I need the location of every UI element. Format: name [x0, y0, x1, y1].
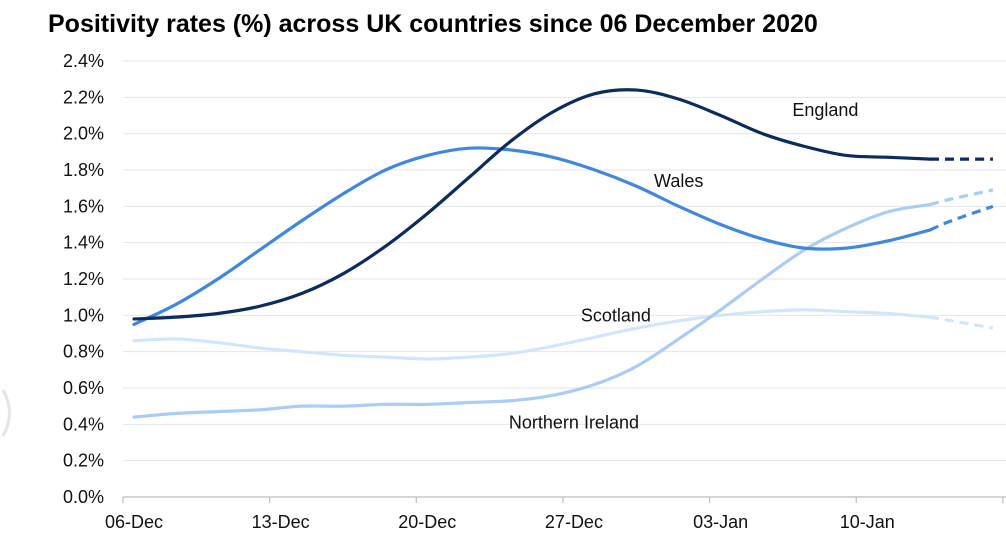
gridlines	[123, 60, 1006, 462]
series-label-scotland: Scotland	[581, 305, 651, 325]
series-line-dashed-scotland	[929, 315, 994, 330]
y-tick-label: 1.0%	[63, 305, 104, 325]
series-label-england: England	[792, 100, 858, 120]
series-line-england	[132, 88, 932, 321]
y-tick-label: 2.2%	[63, 87, 104, 107]
chart-title: Positivity rates (%) across UK countries…	[48, 10, 818, 38]
series-line-scotland	[132, 308, 932, 361]
y-tick-label: 0.8%	[63, 342, 104, 362]
y-tick-label: 0.0%	[63, 487, 104, 507]
y-tick-label: 0.6%	[63, 378, 104, 398]
x-tick-label: 20-Dec	[398, 512, 456, 532]
x-tick-label: 13-Dec	[252, 512, 310, 532]
axes: 0.0% 0.2% 0.4% 0.6% 0.8% 1.0% 1.2% 1.4% 1.6% 1.8%…	[63, 51, 1006, 532]
series-line-dashed-northern-ireland	[929, 188, 994, 207]
y-tick-label: 1.4%	[63, 233, 104, 253]
series-lines	[132, 88, 994, 419]
series-line-wales	[132, 146, 932, 327]
x-tick-label: 06-Dec	[105, 512, 163, 532]
x-tick-label: 03-Jan	[693, 512, 748, 532]
series-line-northern-ireland	[132, 202, 932, 419]
series-line-dashed-wales	[929, 204, 994, 232]
y-tick-label: 1.2%	[63, 269, 104, 289]
y-tick-label: 1.6%	[63, 196, 104, 216]
decorative-arc	[1, 389, 11, 437]
y-tick-label: 0.2%	[63, 451, 104, 471]
x-tick-label: 27-Dec	[545, 512, 603, 532]
y-tick-label: 0.4%	[63, 414, 104, 434]
x-tick-label: 10-Jan	[840, 512, 895, 532]
series-label-northern-ireland: Northern Ireland	[509, 413, 639, 433]
y-tick-label: 2.4%	[63, 51, 104, 71]
y-tick-label: 2.0%	[63, 124, 104, 144]
series-label-wales: Wales	[654, 171, 703, 191]
series-labels: England Wales Scotland Northern Ireland	[509, 100, 858, 432]
y-tick-label: 1.8%	[63, 160, 104, 180]
